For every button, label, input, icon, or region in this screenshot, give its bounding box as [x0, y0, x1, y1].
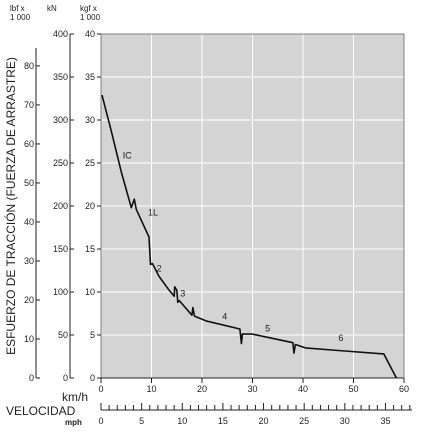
y-tick-label-kn: 300: [53, 115, 68, 125]
axes: [35, 33, 412, 411]
y-tick-label-lbf: 10: [24, 334, 34, 344]
y-tick-label-lbf: 60: [24, 139, 34, 149]
x-tick-label-kmh: 20: [197, 384, 207, 394]
y-tick-label-kn: 400: [53, 29, 68, 39]
y-tick-label-kn: 200: [53, 201, 68, 211]
x-tick-label-mph: 5: [139, 416, 144, 426]
y-tick-label-lbf: 30: [24, 256, 34, 266]
y-tick-label-kgf: 15: [85, 244, 95, 254]
grid-lines: [101, 34, 404, 378]
y-tick-label-kgf: 40: [85, 29, 95, 39]
y-tick-label-kgf: 10: [85, 287, 95, 297]
x-tick-label-kmh: 10: [146, 384, 156, 394]
y-tick-label-lbf: 70: [24, 100, 34, 110]
y-tick-label-kn: 50: [58, 330, 68, 340]
gear-label: 2: [157, 263, 162, 273]
x-tick-label-kmh: 50: [348, 384, 358, 394]
gear-label: IC: [123, 151, 133, 161]
y-tick-label-kgf: 20: [85, 201, 95, 211]
y-tick-label-lbf: 0: [29, 373, 34, 383]
y-tick-label-kgf: 35: [85, 72, 95, 82]
x-tick-label-kmh: 60: [399, 384, 409, 394]
x-tick-label-kmh: 40: [298, 384, 308, 394]
y-tick-label-kn: 0: [63, 373, 68, 383]
y-tick-label-lbf: 80: [24, 61, 34, 71]
y-tick-label-kn: 350: [53, 72, 68, 82]
gear-label: 5: [265, 324, 270, 334]
x-axis-title: VELOCIDAD: [6, 404, 76, 418]
gear-labels: IC 1L 2 3 4 5 6: [123, 151, 344, 343]
y-tick-label-kgf: 30: [85, 115, 95, 125]
kn-unit-label: kN: [47, 4, 57, 13]
y-tick-label-kn: 150: [53, 244, 68, 254]
y-axis-title: ESFUERZO DE TRACCIÓN (FUERZA DE ARRASTRE…: [3, 57, 18, 355]
x-tick-label-mph: 35: [380, 416, 390, 426]
gear-label: 1L: [148, 207, 158, 217]
mph-unit-label: mph: [65, 418, 82, 427]
u-kgf-line: kgf x: [80, 4, 97, 13]
x-tick-label-mph: 15: [218, 416, 228, 426]
x-tick-label-mph: 10: [177, 416, 187, 426]
x-tick-label-mph: 30: [340, 416, 350, 426]
y-tick-label-kgf: 5: [90, 330, 95, 340]
gear-label: 6: [338, 333, 343, 343]
kmh-unit-label: km/h: [62, 390, 88, 404]
y-tick-label-kn: 100: [53, 287, 68, 297]
x-tick-label-mph: 0: [98, 416, 103, 426]
y-tick-label-kn: 250: [53, 158, 68, 168]
u-lbf-line: 1 000: [10, 13, 31, 22]
u-lbf-line: lbf x: [10, 4, 25, 13]
y-tick-label-lbf: 40: [24, 217, 34, 227]
x-tick-label-mph: 25: [299, 416, 309, 426]
y-tick-label-lbf: 50: [24, 178, 34, 188]
u-kgf-line: 1 000: [80, 13, 101, 22]
y-tick-label-kgf: 0: [90, 373, 95, 383]
tractive-effort-line: [101, 94, 398, 379]
gear-label: 3: [180, 288, 185, 298]
y-tick-label-kgf: 25: [85, 158, 95, 168]
x-tick-label-mph: 20: [259, 416, 269, 426]
x-tick-label-kmh: 0: [98, 384, 103, 394]
y-tick-label-lbf: 20: [24, 295, 34, 305]
tick-labels: 0 10 20 30 40 50 60051015202530354005010015020…: [24, 29, 409, 426]
gear-label: 4: [222, 312, 227, 322]
x-tick-label-kmh: 30: [247, 384, 257, 394]
